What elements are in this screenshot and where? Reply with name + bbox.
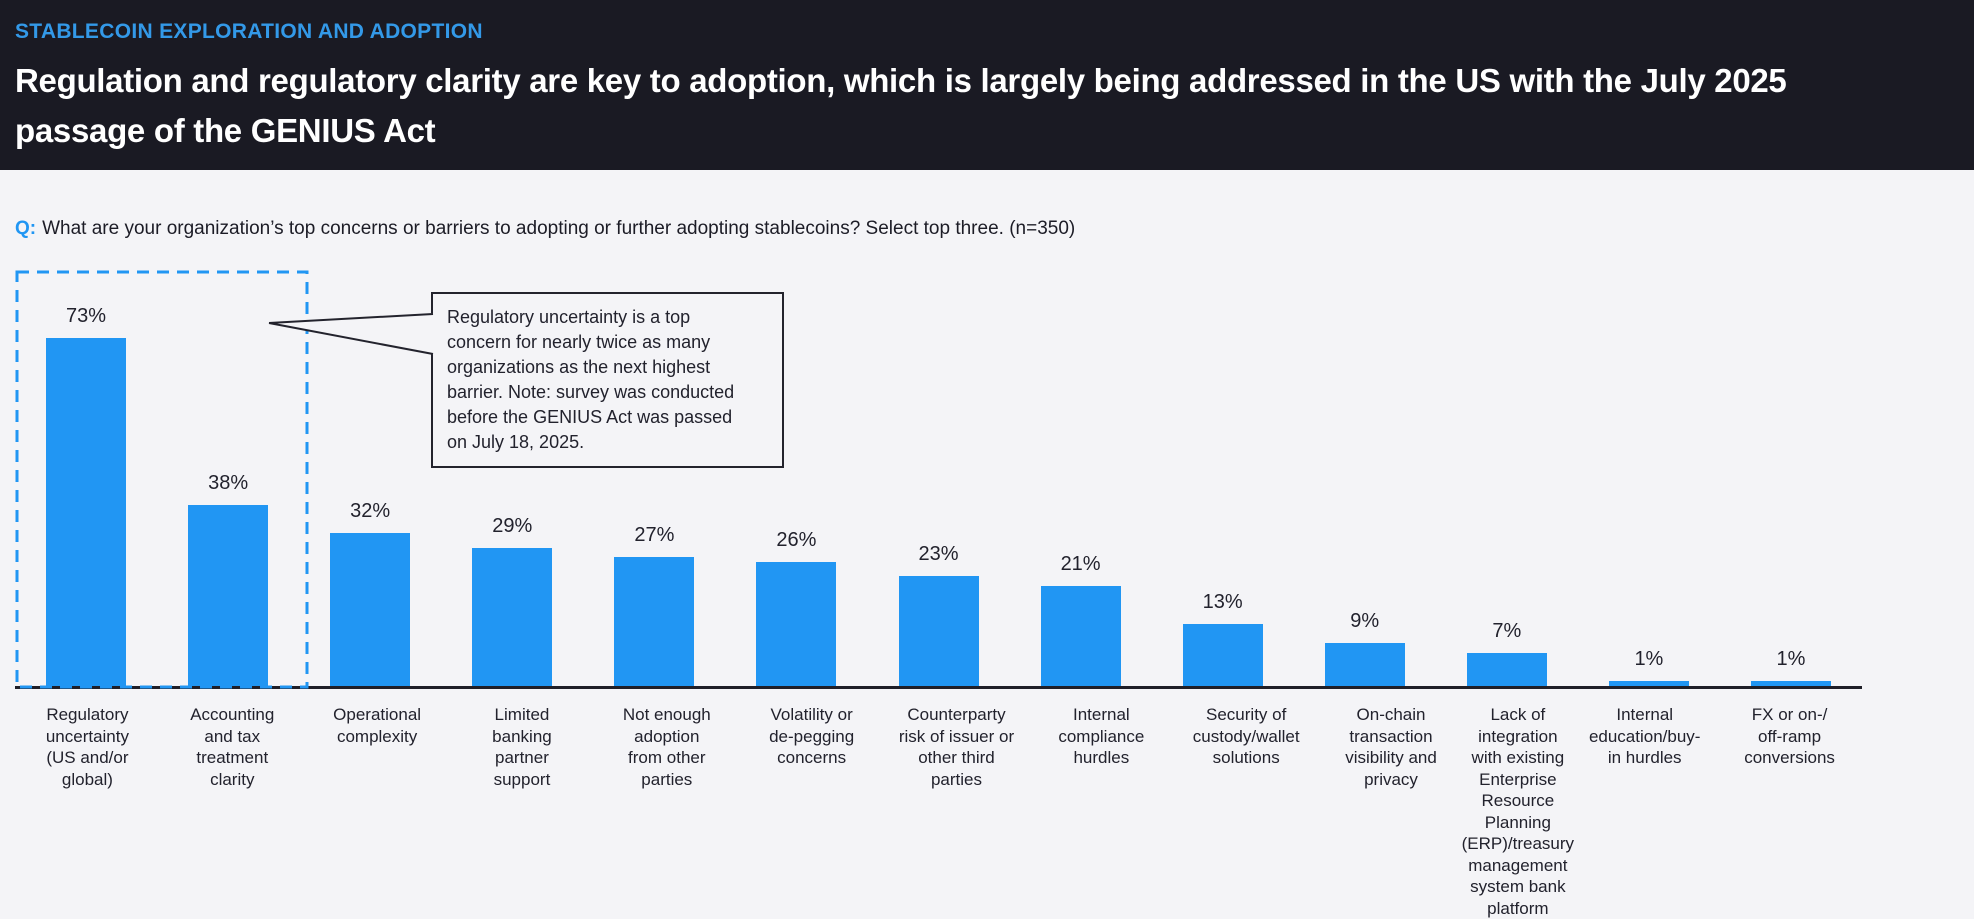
- bar-value-label: 7%: [1492, 620, 1522, 642]
- bar: [614, 557, 695, 686]
- bar-column: 1%: [1578, 647, 1720, 686]
- bar-category-label: Lack of integration with existing Enterp…: [1461, 705, 1575, 918]
- bar-value-label: 38%: [208, 472, 249, 494]
- bar-value-label: 32%: [350, 500, 391, 522]
- bar-column: 1%: [1720, 647, 1862, 686]
- bar: [898, 576, 979, 686]
- bar-value-label: 21%: [1060, 553, 1101, 575]
- bar-category-label: On-chain transaction visibility and priv…: [1345, 705, 1437, 789]
- bar-value-label: 26%: [776, 529, 817, 551]
- bar: [188, 505, 269, 686]
- bar-value-label: 13%: [1202, 591, 1243, 613]
- bar-category-label: Accounting and tax treatment clarity: [190, 705, 275, 789]
- bar: [1182, 624, 1263, 686]
- bar-column: 7%: [1436, 619, 1578, 686]
- bar-chart: 73% 38% 32% 29% 27% 26% 23% 21% 13% 9% 7: [15, 251, 1862, 919]
- bar-value-label: 1%: [1634, 648, 1664, 670]
- page-title: Regulation and regulatory clarity are ke…: [15, 62, 1787, 149]
- bar-category-label: Operational complexity: [333, 705, 422, 746]
- bar-column: 32%: [299, 499, 441, 686]
- bar: [472, 548, 553, 686]
- callout-annotation-box: Regulatory uncertainty is a top concern …: [431, 292, 784, 468]
- bar-category-label: Internal education/buy- in hurdles: [1588, 705, 1701, 767]
- bar: [1466, 653, 1547, 686]
- bar-category-label: Internal compliance hurdles: [1058, 705, 1145, 767]
- bar-column: 27%: [583, 523, 725, 686]
- bar-category-label: Counterparty risk of issuer or other thi…: [898, 705, 1015, 789]
- bar: [756, 562, 837, 686]
- category-label-row: Regulatory uncertainty (US and/or global…: [15, 689, 1862, 919]
- bar: [1750, 681, 1831, 686]
- bar-category-label: Security of custody/wallet solutions: [1192, 705, 1300, 767]
- survey-question: Q: What are your organization’s top conce…: [15, 216, 1974, 241]
- bar: [1608, 681, 1689, 686]
- bar-category-label: Not enough adoption from other parties: [622, 705, 711, 789]
- header-band: STABLECOIN EXPLORATION AND ADOPTION Regu…: [0, 0, 1974, 170]
- bar-column: 38%: [157, 471, 299, 686]
- bar: [46, 338, 127, 686]
- bar: [1324, 643, 1405, 686]
- bar-column: 13%: [1152, 590, 1294, 686]
- bar-value-label: 23%: [918, 543, 959, 565]
- question-text: What are your organization’s top concern…: [42, 218, 1076, 239]
- bar-category-label: Volatility or de-pegging concerns: [769, 705, 855, 767]
- bar-column: 26%: [725, 528, 867, 686]
- bar: [330, 533, 411, 686]
- question-prefix: Q:: [15, 218, 37, 239]
- bar-value-label: 1%: [1776, 648, 1806, 670]
- bar-value-label: 9%: [1350, 610, 1380, 632]
- bar-column: 29%: [441, 514, 583, 686]
- bar-column: 23%: [867, 542, 1009, 686]
- bar-column: 9%: [1294, 609, 1436, 686]
- bar-column: 73%: [15, 304, 157, 686]
- bar-value-label: 27%: [634, 524, 675, 546]
- bar-value-label: 73%: [66, 305, 107, 327]
- bar-plot-area: 73% 38% 32% 29% 27% 26% 23% 21% 13% 9% 7: [15, 251, 1862, 689]
- section-eyebrow: STABLECOIN EXPLORATION AND ADOPTION: [15, 20, 483, 43]
- bar-category-label: FX or on-/ off-ramp conversions: [1744, 705, 1835, 767]
- bar-column: 21%: [1010, 552, 1152, 686]
- bar-value-label: 29%: [492, 515, 533, 537]
- bar-category-label: Limited banking partner support: [492, 705, 552, 789]
- bar-category-label: Regulatory uncertainty (US and/or global…: [45, 705, 129, 789]
- bar: [1040, 586, 1121, 686]
